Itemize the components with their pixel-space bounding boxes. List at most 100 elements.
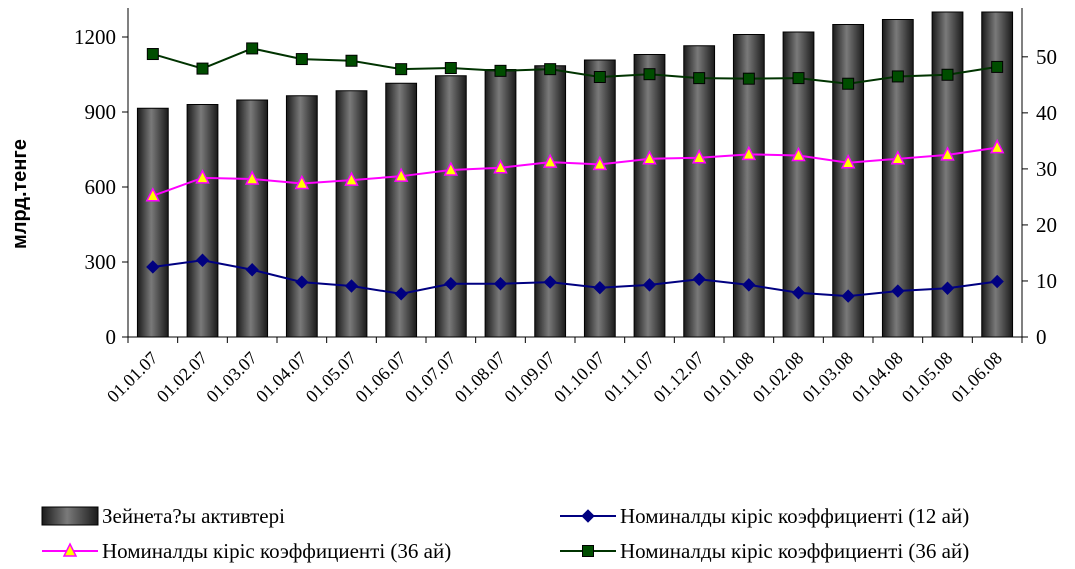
bar-01.08.07 <box>484 69 517 338</box>
legend-marker <box>582 545 594 557</box>
series-2-point-01.06.07 <box>393 167 409 182</box>
bar-01.01.07 <box>136 107 169 338</box>
series-3-point-01.10.07 <box>593 71 606 83</box>
series-3-point-01.04.07 <box>295 53 308 66</box>
bar-01.10.07 <box>583 59 616 338</box>
series-1-point-01.04.07 <box>295 275 309 289</box>
series-line-2 <box>152 146 998 197</box>
series-2-point-01.07.07 <box>443 161 459 176</box>
bar-01.03.08 <box>832 24 865 338</box>
x-tick-label: 01.02.08 <box>749 348 808 407</box>
series-3-point-01.03.08 <box>842 77 855 90</box>
series-2-point-01.11.07 <box>642 150 657 165</box>
series-1-point-01.12.07 <box>692 272 706 286</box>
legend-label: Номиналды кіріс коэффициенті (36 ай) <box>620 539 969 563</box>
y-tick-label: 1200 <box>74 25 116 49</box>
x-tick-label: 01.12.07 <box>649 348 708 407</box>
legend: Зейнета?ы активтері Номиналды кіріс коэфф… <box>41 504 969 563</box>
series-1-point-01.06.07 <box>394 287 408 301</box>
y-tick-label: 600 <box>85 175 117 199</box>
x-tick-label: 01.01.08 <box>699 348 758 407</box>
series-3-point-01.12.07 <box>693 72 706 85</box>
x-tick-label: 01.02.07 <box>153 348 212 407</box>
series-3-point-01.02.07 <box>196 62 209 75</box>
legend-item-3: Номиналды кіріс коэффициенті (36 ай) <box>560 539 969 563</box>
x-tick-label: 01.07.07 <box>401 348 460 407</box>
series-3-point-01.09.07 <box>544 63 557 76</box>
series-1-point-01.07.07 <box>444 277 458 291</box>
bar-01.07.07 <box>434 75 467 338</box>
bars-layer <box>136 11 1014 338</box>
series-1-point-01.02.07 <box>195 253 210 267</box>
series-1-point-01.09.07 <box>543 275 557 289</box>
series-1-point-01.01.07 <box>146 260 160 274</box>
x-tick-label: 01.08.07 <box>451 348 510 407</box>
bar-01.06.08 <box>981 11 1014 338</box>
series-3-point-01.03.07 <box>246 42 259 55</box>
series-line-3 <box>152 47 998 85</box>
series-1-point-01.03.08 <box>841 289 855 303</box>
series-1-point-01.03.07 <box>245 263 259 277</box>
bar-01.02.07 <box>186 104 219 338</box>
legend-label: Зейнета?ы активтері <box>102 504 285 528</box>
y2-tick-label: 0 <box>1036 325 1047 349</box>
series-3-point-01.05.07 <box>345 54 358 67</box>
x-tick-label: 01.01.07 <box>103 348 162 407</box>
legend-label: Номиналды кіріс коэффициенті (12 ай) <box>620 504 969 528</box>
series-1-point-01.05.08 <box>940 281 955 295</box>
series-3-point-01.06.07 <box>395 63 408 76</box>
series-2-point-01.02.07 <box>195 169 210 184</box>
series-3-point-01.06.08 <box>991 60 1004 73</box>
series-1-point-01.08.07 <box>493 277 508 291</box>
legend-marker <box>581 509 595 523</box>
series-3-point-01.07.07 <box>444 62 457 75</box>
series-2-point-01.06.08 <box>989 138 1005 154</box>
series-1-point-01.06.08 <box>990 274 1004 289</box>
bar-01.05.07 <box>335 90 368 338</box>
x-tick-label: 01.03.07 <box>202 348 261 407</box>
series-3-point-01.08.07 <box>494 64 507 77</box>
legend-label: Номиналды кіріс коэффициенті (36 ай) <box>102 539 451 563</box>
x-tick-label: 01.11.07 <box>600 348 658 406</box>
bar-01.12.07 <box>683 45 716 338</box>
y-tick-label: 900 <box>85 100 117 124</box>
x-tick-label: 01.10.07 <box>550 348 609 407</box>
series-2-point-01.03.07 <box>244 170 260 185</box>
series-2-point-01.05.07 <box>344 171 359 186</box>
y2-tick-label: 10 <box>1036 269 1057 293</box>
series-2-point-01.01.08 <box>741 145 757 161</box>
series-3-point-01.05.08 <box>941 68 954 81</box>
series-2-point-01.05.08 <box>940 146 955 161</box>
series-2-point-01.04.07 <box>294 174 310 190</box>
series-1-point-01.02.08 <box>791 286 806 300</box>
legend-swatch <box>41 506 99 526</box>
y-axis-label: млрд.тенге <box>9 139 31 249</box>
x-tick-label: 01.06.07 <box>351 348 410 407</box>
series-2-point-01.04.08 <box>890 150 906 165</box>
y-tick-label: 300 <box>85 250 117 274</box>
series-2-point-01.01.07 <box>145 187 161 202</box>
y2-tick-label: 50 <box>1036 45 1057 69</box>
legend-item-0: Зейнета?ы активтері <box>41 504 285 528</box>
lines-layer <box>145 42 1005 303</box>
series-1-point-01.11.07 <box>642 278 657 292</box>
x-tick-label: 01.04.07 <box>252 348 311 407</box>
x-tick-label: 01.04.08 <box>848 348 907 407</box>
x-tick-label: 01.06.08 <box>947 348 1006 407</box>
bar-01.11.07 <box>633 54 666 338</box>
x-tick-label: 01.05.07 <box>302 348 361 407</box>
y2-tick-label: 40 <box>1036 101 1057 125</box>
series-2-point-01.03.08 <box>840 154 856 169</box>
legend-item-1: Номиналды кіріс коэффициенті (12 ай) <box>560 504 969 528</box>
series-3-point-01.01.08 <box>742 72 755 85</box>
y2-tick-label: 20 <box>1036 213 1057 237</box>
series-3-point-01.11.07 <box>643 68 656 81</box>
series-2-point-01.10.07 <box>592 155 608 171</box>
legend-marker <box>62 542 78 557</box>
x-tick-label: 01.05.08 <box>898 348 957 407</box>
series-1-point-01.05.07 <box>344 279 359 293</box>
x-tick-label: 01.09.07 <box>500 348 559 407</box>
bar-01.04.07 <box>285 95 318 338</box>
series-3-point-01.02.08 <box>792 72 805 85</box>
series-2-point-01.08.07 <box>493 159 508 174</box>
